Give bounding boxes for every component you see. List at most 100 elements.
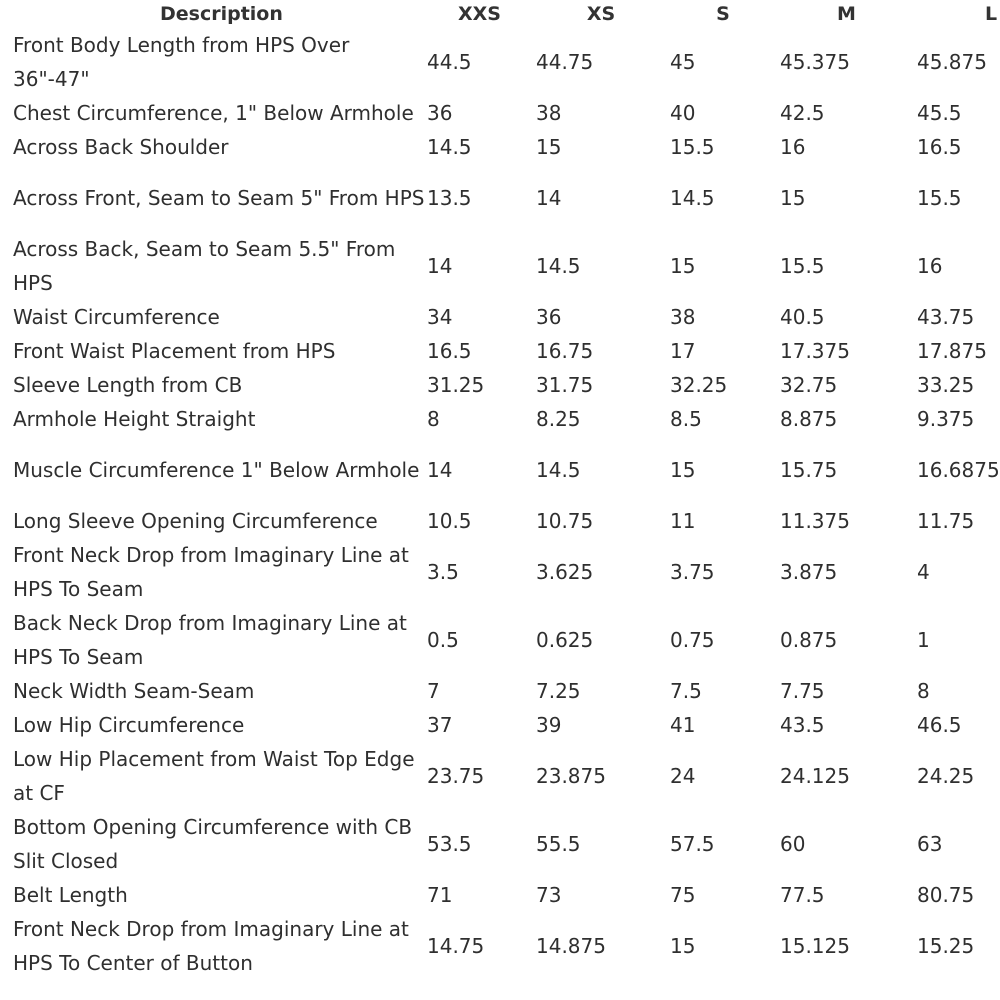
cell-m: 15.125 bbox=[780, 934, 850, 958]
row-description-text: Across Back, Seam to Seam 5.5" From HPS bbox=[13, 237, 396, 295]
cell-s: 24 bbox=[670, 764, 696, 788]
row-description: Front Waist Placement from HPS bbox=[0, 334, 425, 368]
cell-xs: 14.5 bbox=[536, 254, 581, 278]
cell-l: 16 bbox=[917, 254, 943, 278]
cell-xs: 16.75 bbox=[536, 339, 594, 363]
table-row: Front Neck Drop from Imaginary Line at H… bbox=[0, 912, 1000, 980]
cell-xs: 0.625 bbox=[536, 628, 594, 652]
row-description: Neck Width Seam-Seam bbox=[0, 674, 425, 708]
cell-xxs: 37 bbox=[427, 713, 453, 737]
cell-s: 75 bbox=[670, 883, 696, 907]
cell-l: 8 bbox=[917, 679, 930, 703]
row-description: Sleeve Length from CB bbox=[0, 368, 425, 402]
table-row: Back Neck Drop from Imaginary Line at HP… bbox=[0, 606, 1000, 674]
cell-s: 15 bbox=[670, 934, 696, 958]
table-body: Front Body Length from HPS Over 36"-47" … bbox=[0, 28, 1000, 980]
table-row: Chest Circumference, 1" Below Armhole 36… bbox=[0, 96, 1000, 130]
row-description-text: Front Body Length from HPS Over 36"-47" bbox=[13, 33, 350, 91]
row-description: Front Neck Drop from Imaginary Line at H… bbox=[0, 538, 425, 606]
table-row: Neck Width Seam-Seam 7 7.25 7.5 7.75 8 bbox=[0, 674, 1000, 708]
table-row: Belt Length 71 73 75 77.5 80.75 bbox=[0, 878, 1000, 912]
row-description-text: Front Neck Drop from Imaginary Line at H… bbox=[13, 917, 409, 975]
row-description-text: Front Neck Drop from Imaginary Line at H… bbox=[13, 543, 409, 601]
cell-m: 43.5 bbox=[780, 713, 825, 737]
cell-xxs: 13.5 bbox=[427, 186, 472, 210]
cell-s: 14.5 bbox=[670, 186, 715, 210]
cell-l: 63 bbox=[917, 832, 943, 856]
cell-xs: 14.875 bbox=[536, 934, 606, 958]
cell-l: 4 bbox=[917, 560, 930, 584]
row-description-text: Armhole Height Straight bbox=[13, 407, 256, 431]
cell-l: 11.75 bbox=[917, 509, 975, 533]
cell-xxs: 14.5 bbox=[427, 135, 472, 159]
cell-xs: 55.5 bbox=[536, 832, 581, 856]
cell-l: 80.75 bbox=[917, 883, 975, 907]
row-description: Waist Circumference bbox=[0, 300, 425, 334]
cell-xs: 15 bbox=[536, 135, 562, 159]
row-description: Chest Circumference, 1" Below Armhole bbox=[0, 96, 425, 130]
table-row: Low Hip Circumference 37 39 41 43.5 46.5 bbox=[0, 708, 1000, 742]
cell-s: 0.75 bbox=[670, 628, 715, 652]
row-description: Bottom Opening Circumference with CB Sli… bbox=[0, 810, 425, 878]
row-description-text: Bottom Opening Circumference with CB Sli… bbox=[13, 815, 413, 873]
cell-l: 24.25 bbox=[917, 764, 975, 788]
cell-l: 17.875 bbox=[917, 339, 987, 363]
cell-s: 57.5 bbox=[670, 832, 715, 856]
cell-xs: 8.25 bbox=[536, 407, 581, 431]
cell-xxs: 10.5 bbox=[427, 509, 472, 533]
row-description-text: Belt Length bbox=[13, 883, 128, 907]
cell-xs: 31.75 bbox=[536, 373, 594, 397]
cell-s: 38 bbox=[670, 305, 696, 329]
row-description-text: Sleeve Length from CB bbox=[13, 373, 243, 397]
table-row: Sleeve Length from CB 31.25 31.75 32.25 … bbox=[0, 368, 1000, 402]
table-row: Bottom Opening Circumference with CB Sli… bbox=[0, 810, 1000, 878]
column-header-m: M bbox=[837, 3, 856, 25]
cell-xs: 73 bbox=[536, 883, 562, 907]
row-description-text: Chest Circumference, 1" Below Armhole bbox=[13, 101, 414, 125]
table-row: Waist Circumference 34 36 38 40.5 43.75 bbox=[0, 300, 1000, 334]
cell-xxs: 7 bbox=[427, 679, 440, 703]
cell-m: 77.5 bbox=[780, 883, 825, 907]
cell-m: 0.875 bbox=[780, 628, 838, 652]
row-description-text: Front Waist Placement from HPS bbox=[13, 339, 336, 363]
cell-xs: 23.875 bbox=[536, 764, 606, 788]
cell-xs: 14.5 bbox=[536, 458, 581, 482]
cell-xs: 10.75 bbox=[536, 509, 594, 533]
row-description: Muscle Circumference 1" Below Armhole bbox=[0, 436, 425, 504]
table-row: Across Back, Seam to Seam 5.5" From HPS … bbox=[0, 232, 1000, 300]
cell-m: 8.875 bbox=[780, 407, 838, 431]
row-description: Low Hip Circumference bbox=[0, 708, 425, 742]
cell-xxs: 31.25 bbox=[427, 373, 485, 397]
cell-m: 24.125 bbox=[780, 764, 850, 788]
table-row: Long Sleeve Opening Circumference 10.5 1… bbox=[0, 504, 1000, 538]
cell-m: 60 bbox=[780, 832, 806, 856]
cell-xxs: 14 bbox=[427, 254, 453, 278]
cell-xxs: 3.5 bbox=[427, 560, 459, 584]
cell-xxs: 44.5 bbox=[427, 50, 472, 74]
cell-s: 17 bbox=[670, 339, 696, 363]
table-header: Description XXS XS S M L bbox=[0, 0, 1000, 28]
cell-m: 42.5 bbox=[780, 101, 825, 125]
cell-m: 17.375 bbox=[780, 339, 850, 363]
column-header-s: S bbox=[716, 3, 730, 25]
cell-m: 40.5 bbox=[780, 305, 825, 329]
row-description: Back Neck Drop from Imaginary Line at HP… bbox=[0, 606, 425, 674]
row-description: Across Front, Seam to Seam 5" From HPS bbox=[0, 164, 425, 232]
cell-s: 8.5 bbox=[670, 407, 702, 431]
row-description-text: Across Back Shoulder bbox=[13, 135, 229, 159]
column-header-l: L bbox=[985, 3, 998, 25]
cell-l: 15.5 bbox=[917, 186, 962, 210]
cell-s: 11 bbox=[670, 509, 696, 533]
cell-xxs: 8 bbox=[427, 407, 440, 431]
table-row: Muscle Circumference 1" Below Armhole 14… bbox=[0, 436, 1000, 504]
cell-l: 46.5 bbox=[917, 713, 962, 737]
row-description-text: Back Neck Drop from Imaginary Line at HP… bbox=[13, 611, 407, 669]
cell-xxs: 16.5 bbox=[427, 339, 472, 363]
cell-s: 3.75 bbox=[670, 560, 715, 584]
cell-m: 32.75 bbox=[780, 373, 838, 397]
cell-xs: 44.75 bbox=[536, 50, 594, 74]
cell-l: 45.5 bbox=[917, 101, 962, 125]
cell-s: 41 bbox=[670, 713, 696, 737]
column-header-description: Description bbox=[160, 3, 283, 25]
